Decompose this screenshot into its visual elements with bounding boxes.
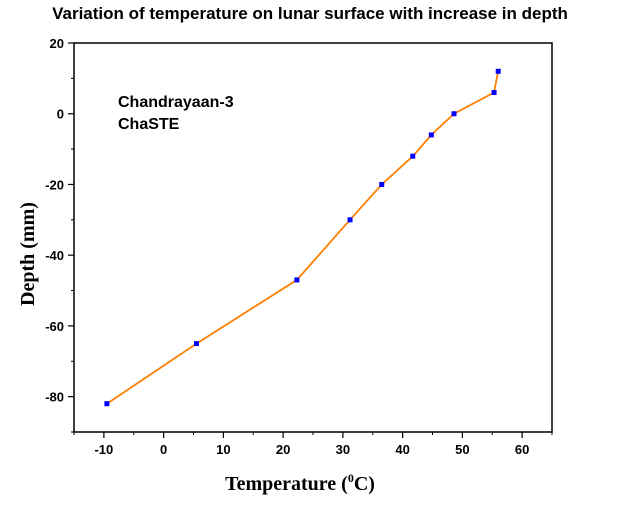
chart-title: Variation of temperature on lunar surfac… <box>52 4 568 23</box>
y-tick-label: -20 <box>45 177 64 192</box>
data-point <box>347 217 353 223</box>
data-point <box>451 111 457 117</box>
x-tick-label: -10 <box>94 442 113 457</box>
x-axis-title: Temperature (0C) <box>225 471 375 495</box>
series-line <box>106 71 500 405</box>
x-axis-ticks: -10 0 10 20 30 40 50 60 <box>73 432 553 457</box>
annotation-chandrayaan: Chandrayaan-3 <box>118 94 234 111</box>
x-axis-title-unit: C) <box>354 473 375 495</box>
y-tick-label: 20 <box>50 36 64 51</box>
y-tick-label: -60 <box>45 319 64 334</box>
series-layer <box>104 68 501 407</box>
data-point <box>491 90 497 96</box>
y-axis-title: Depth (mm) <box>17 202 39 306</box>
data-point <box>428 132 434 138</box>
y-tick-label: 0 <box>57 107 64 122</box>
data-point <box>193 341 199 347</box>
x-tick-label: 60 <box>515 442 529 457</box>
x-tick-label: 40 <box>395 442 409 457</box>
data-point <box>294 277 300 283</box>
data-point <box>410 153 416 159</box>
y-axis-ticks: 20 0 -20 -40 -60 -80 <box>45 36 74 433</box>
data-point <box>104 401 110 407</box>
x-tick-label: 30 <box>336 442 350 457</box>
x-tick-label: 10 <box>216 442 230 457</box>
y-tick-label: -80 <box>45 390 64 405</box>
x-tick-label: 0 <box>160 442 167 457</box>
x-tick-label: 20 <box>276 442 290 457</box>
data-point <box>379 181 385 187</box>
x-tick-label: 50 <box>455 442 469 457</box>
data-point <box>495 68 501 74</box>
annotation-chaste: ChaSTE <box>118 116 180 133</box>
x-axis-title-main: Temperature ( <box>225 473 348 495</box>
y-tick-label: -40 <box>45 248 64 263</box>
x-axis-title-superscript: 0 <box>348 471 354 485</box>
